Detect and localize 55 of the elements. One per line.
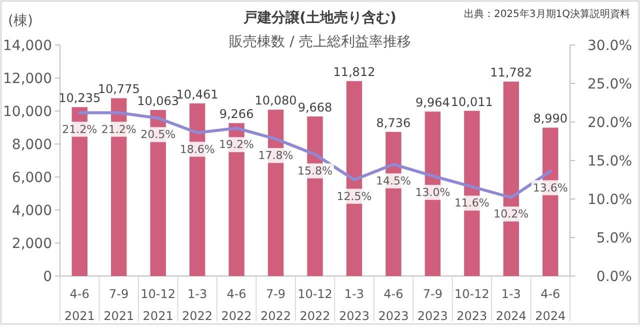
data-label: 15.8% bbox=[298, 164, 332, 178]
y-tick-label: 12,000 bbox=[3, 71, 52, 87]
x-tick-label: 4-6 2021 bbox=[64, 287, 95, 323]
x-tick-label: 4-6 2022 bbox=[221, 287, 252, 323]
y2-tick-label: 20.0% bbox=[588, 115, 632, 131]
y2-tick-label: 15.0% bbox=[588, 154, 632, 170]
y-tick-label: 2,000 bbox=[12, 236, 52, 252]
y2-tick-label: 0.0% bbox=[596, 269, 632, 285]
data-label: 13.6% bbox=[532, 181, 568, 194]
data-label: 19.2% bbox=[219, 138, 254, 152]
data-label: 12.5% bbox=[336, 190, 372, 203]
y-tick-label: 8,000 bbox=[12, 137, 52, 153]
y-axis-title: (棟) bbox=[8, 13, 33, 29]
data-label: 9,668 bbox=[298, 100, 332, 114]
data-label: 10,011 bbox=[450, 94, 493, 109]
data-label: 17.8% bbox=[258, 148, 294, 162]
x-tick-label: 7-9 2021 bbox=[104, 287, 134, 323]
data-label: 8,736 bbox=[376, 116, 411, 130]
data-label: 18.6% bbox=[180, 142, 215, 156]
data-label: 21.2% bbox=[101, 122, 136, 136]
chart-title: 戸建分譲(土地売り含む) bbox=[242, 9, 396, 26]
x-tick-label: 4-6 2023 bbox=[378, 287, 409, 323]
data-label: 10,080 bbox=[254, 94, 297, 108]
y2-tick-label: 30.0% bbox=[588, 38, 632, 54]
y2-tick-label: 10.0% bbox=[588, 192, 632, 208]
y-tick-label: 0 bbox=[43, 269, 52, 285]
data-label: 13.0% bbox=[415, 186, 450, 199]
source-note: 出典：2025年3月期1Q決算説明資料 bbox=[464, 8, 630, 20]
y-tick-label: 10,000 bbox=[3, 104, 52, 120]
data-label: 9,964 bbox=[416, 96, 450, 110]
data-label: 11,782 bbox=[490, 66, 532, 80]
data-label: 11.6% bbox=[454, 196, 490, 210]
x-tick-label: 10-12 2022 bbox=[298, 287, 332, 323]
y-tick-label: 6,000 bbox=[12, 170, 52, 186]
data-label: 10,063 bbox=[137, 94, 180, 108]
x-tick-label: 7-9 2023 bbox=[417, 287, 448, 323]
data-label: 20.5% bbox=[140, 128, 176, 142]
y2-tick-label: 25.0% bbox=[588, 76, 632, 92]
data-label: 11,812 bbox=[333, 65, 376, 80]
x-tick-label: 10-12 2023 bbox=[454, 287, 490, 323]
x-tick-label: 1-3 2022 bbox=[182, 287, 213, 323]
data-label: 14.5% bbox=[376, 174, 411, 188]
x-tick-label: 7-9 2022 bbox=[260, 287, 292, 323]
y-tick-label: 14,000 bbox=[3, 38, 52, 54]
x-tick-label: 4-6 2024 bbox=[535, 287, 566, 323]
data-label: 9,266 bbox=[219, 107, 254, 122]
x-tick-label: 1-3 2023 bbox=[338, 287, 370, 323]
data-label: 21.2% bbox=[62, 122, 98, 136]
y2-tick-label: 5.0% bbox=[596, 230, 632, 246]
x-tick-label: 1-3 2024 bbox=[496, 287, 526, 323]
chart-subtitle: 販売棟数 / 売上総利益率推移 bbox=[229, 34, 411, 50]
data-label: 10.2% bbox=[494, 207, 529, 220]
data-label: 8,990 bbox=[533, 112, 568, 126]
x-tick-label: 10-12 2021 bbox=[140, 287, 176, 323]
y-tick-label: 4,000 bbox=[12, 203, 52, 219]
